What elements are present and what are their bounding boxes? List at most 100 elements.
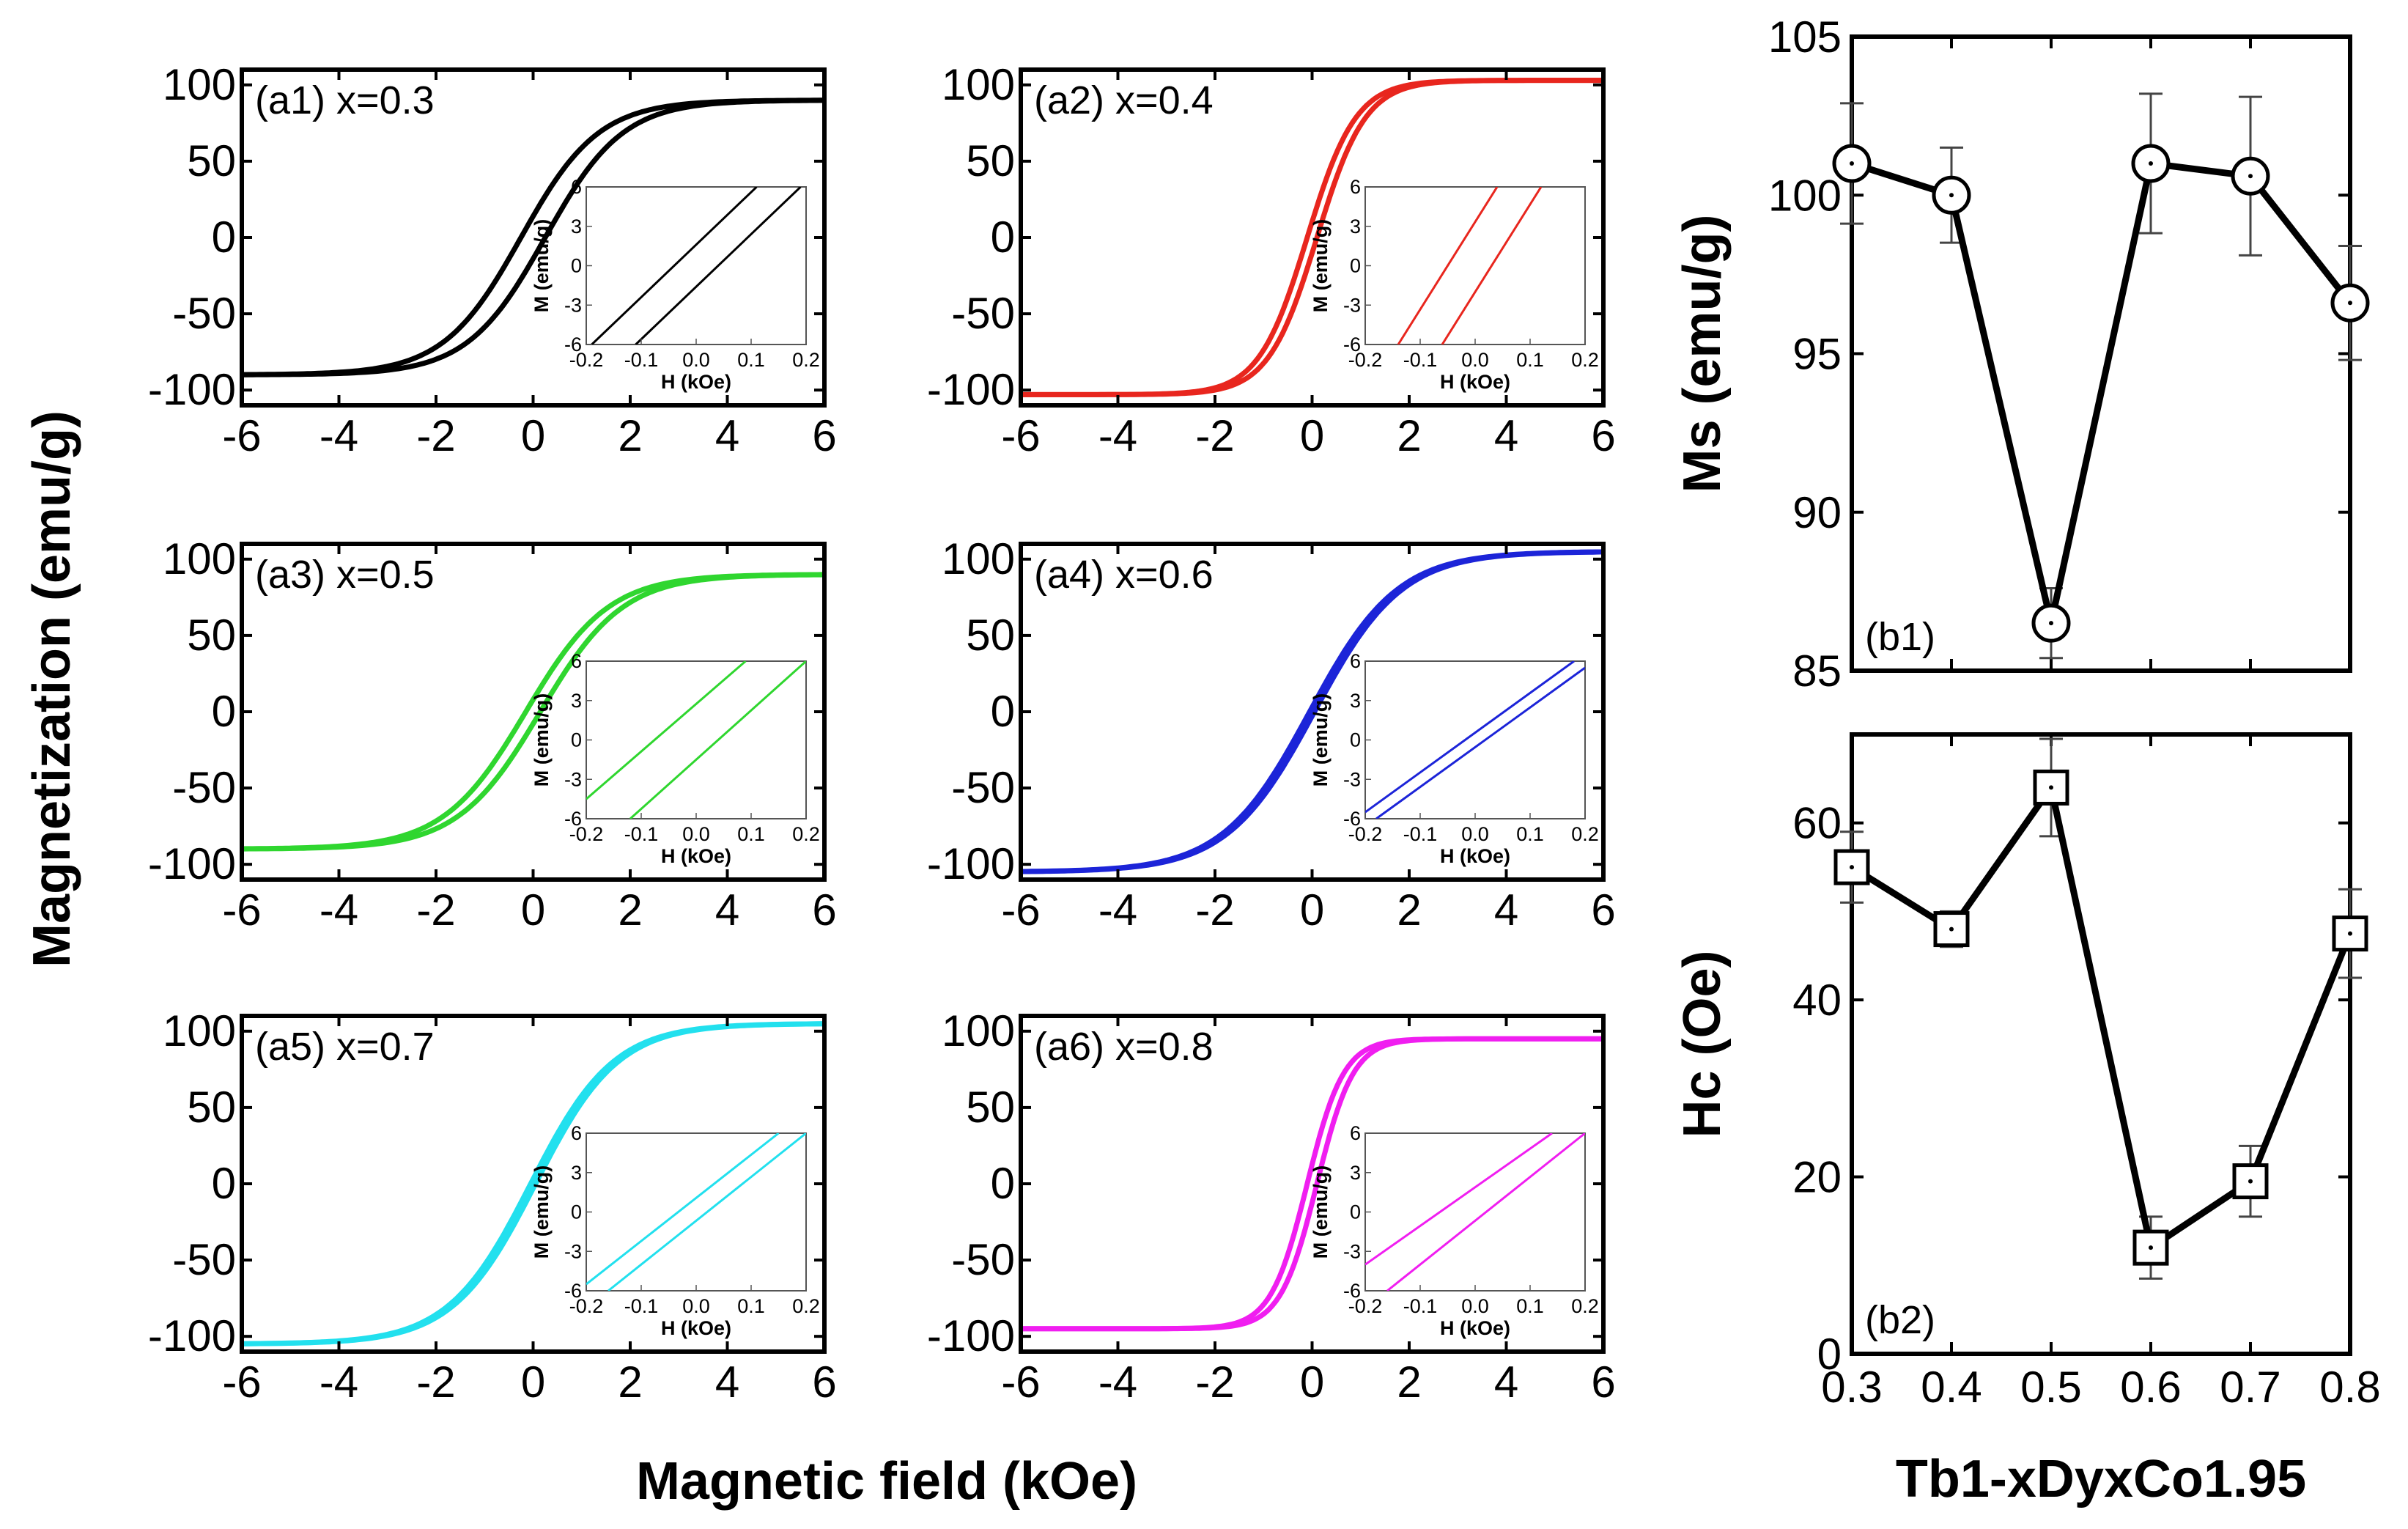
x-tick-label: 0.8 xyxy=(2319,1363,2380,1412)
inset-loop-line-1 xyxy=(1365,1133,1553,1266)
data-point-center xyxy=(2348,931,2352,936)
inset-x-tick-label: -0.2 xyxy=(569,349,604,371)
inset-x-tick-label: -0.1 xyxy=(624,349,659,371)
data-point xyxy=(1833,849,1870,885)
y-tick-label: 60 xyxy=(1792,799,1842,848)
y-tick-label: 0 xyxy=(991,687,1015,736)
data-point xyxy=(2330,283,2370,323)
y-tick-label: 0 xyxy=(1817,1330,1842,1379)
shared-y-axis-title: Magnetization (emu/g) xyxy=(23,410,81,968)
data-point xyxy=(2033,769,2069,806)
inset-y-tick-label: -6 xyxy=(564,1280,582,1302)
inset-x-tick-label: -0.2 xyxy=(569,823,604,845)
y-tick-label: 0 xyxy=(212,213,236,262)
inset-y-tick-label: -6 xyxy=(1343,808,1361,830)
x-tick-label: 0.4 xyxy=(1921,1363,1982,1412)
x-tick-label: 4 xyxy=(1494,885,1518,935)
panel-label: (a3) x=0.5 xyxy=(255,553,435,597)
inset-y-axis-title: M (emu/g) xyxy=(531,1165,553,1259)
x-tick-label: 4 xyxy=(715,411,739,460)
y-tick-label: 105 xyxy=(1768,12,1842,62)
data-point-center xyxy=(2348,301,2352,306)
hysteresis-branch-descending xyxy=(1021,549,1603,874)
y-tick-label: -50 xyxy=(172,763,236,812)
y-tick-label: 50 xyxy=(187,611,236,660)
inset-loop-line-1 xyxy=(586,661,747,800)
x-tick-label: 0 xyxy=(1300,1357,1324,1407)
inset-y-tick-label: 6 xyxy=(1350,1122,1361,1144)
x-tick-label: -2 xyxy=(1195,411,1234,460)
inset-y-tick-label: -3 xyxy=(564,294,582,316)
inset-y-axis-title: M (emu/g) xyxy=(1310,1165,1332,1259)
x-tick-label: -2 xyxy=(416,1357,455,1407)
inset-x-tick-label: 0.1 xyxy=(1516,1295,1544,1317)
inset-x-tick-label: 0.0 xyxy=(682,349,710,371)
y-tick-label: -100 xyxy=(148,365,236,414)
inset-y-tick-label: 6 xyxy=(1350,650,1361,672)
inset-frame xyxy=(1364,186,1586,345)
data-point-marker xyxy=(1833,849,1870,885)
x-tick-label: 0.3 xyxy=(1821,1363,1882,1412)
x-axis-title: Tb1-xDyxCo1.95 xyxy=(1896,1450,2306,1508)
inset-x-tick-label: -0.1 xyxy=(624,823,659,845)
x-tick-label: 2 xyxy=(1397,885,1421,935)
inset-y-tick-label: -3 xyxy=(1343,768,1361,790)
y-tick-label: -50 xyxy=(951,289,1015,338)
x-tick-label: -4 xyxy=(1098,411,1137,460)
x-tick-label: -2 xyxy=(1195,885,1234,935)
hysteresis-branch-descending xyxy=(242,572,824,852)
inset-x-tick-label: 0.2 xyxy=(792,349,820,371)
panel-label: (a1) x=0.3 xyxy=(255,78,435,122)
inset-loop-line-2 xyxy=(1375,666,1585,819)
inset-a5: -0.2 -0.1 0.0 0.1 0.2 -6 -3 0 3 6 H (kOe) M (emu/g) xyxy=(531,1122,820,1339)
y-tick-label: 20 xyxy=(1792,1153,1842,1202)
x-tick-label: 2 xyxy=(1397,1357,1421,1407)
y-tick-label: 100 xyxy=(163,1006,236,1055)
inset-a3: -0.2 -0.1 0.0 0.1 0.2 -6 -3 0 3 6 H (kOe) M (emu/g) xyxy=(531,650,820,867)
x-tick-label: 0 xyxy=(1300,885,1324,935)
data-point xyxy=(1932,175,1971,215)
inset-y-tick-label: -3 xyxy=(564,768,582,790)
data-point-center xyxy=(1949,193,1954,198)
inset-x-tick-label: -0.1 xyxy=(1403,349,1438,371)
x-tick-label: -4 xyxy=(320,885,358,935)
inset-loop-line-2 xyxy=(1386,1133,1585,1291)
inset-x-tick-label: 0.1 xyxy=(1516,349,1544,371)
inset-y-tick-label: 0 xyxy=(571,255,582,277)
y-tick-label: 90 xyxy=(1792,488,1842,537)
x-tick-label: 2 xyxy=(1397,411,1421,460)
x-tick-label: -6 xyxy=(1001,1357,1040,1407)
inset-y-tick-label: 3 xyxy=(571,1162,582,1184)
y-tick-label: 0 xyxy=(212,1159,236,1208)
inset-x-tick-label: 0.0 xyxy=(682,823,710,845)
panel-label: (b2) xyxy=(1865,1298,1935,1342)
y-tick-label: 50 xyxy=(966,611,1015,660)
y-tick-label: -50 xyxy=(172,289,236,338)
inset-x-tick-label: 0.2 xyxy=(1571,823,1599,845)
x-tick-label: 4 xyxy=(1494,411,1518,460)
x-tick-label: -6 xyxy=(222,885,261,935)
data-point-center xyxy=(2149,161,2153,166)
inset-x-tick-label: 0.0 xyxy=(1461,349,1489,371)
y-axis-title: Hc (Oe) xyxy=(1673,950,1732,1138)
inset-y-tick-label: 3 xyxy=(571,215,582,237)
plot-frame xyxy=(1850,732,2352,1356)
inset-x-axis-title: H (kOe) xyxy=(661,371,731,393)
inset-y-tick-label: 0 xyxy=(1350,1201,1361,1223)
y-axis-title: Ms (emu/g) xyxy=(1673,214,1732,493)
x-tick-label: 0 xyxy=(521,885,545,935)
data-point xyxy=(2132,1229,2169,1266)
inset-x-tick-label: -0.2 xyxy=(569,1295,604,1317)
data-point xyxy=(1832,144,1872,183)
y-tick-label: 50 xyxy=(966,136,1015,185)
x-tick-label: 6 xyxy=(812,411,836,460)
inset-x-tick-label: 0.0 xyxy=(1461,823,1489,845)
data-point-center xyxy=(1850,161,1854,166)
y-tick-label: 95 xyxy=(1792,330,1842,379)
y-tick-label: 100 xyxy=(163,60,236,109)
inset-y-tick-label: 3 xyxy=(1350,1162,1361,1184)
inset-y-tick-label: 3 xyxy=(1350,215,1361,237)
x-tick-label: -4 xyxy=(1098,885,1137,935)
inset-loop-line-2 xyxy=(629,661,806,819)
